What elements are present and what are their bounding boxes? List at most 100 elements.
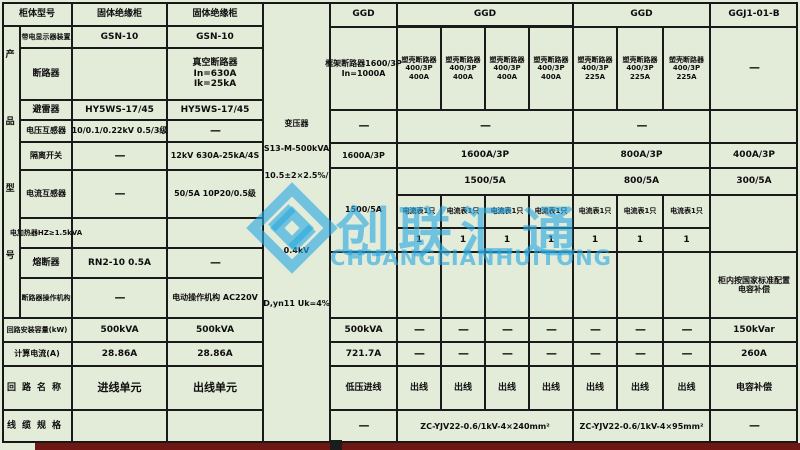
breaker-line: 框架断路器1600/3P <box>325 59 402 69</box>
cell-dash: — <box>485 318 529 342</box>
mccb-line: 400/3P <box>537 64 565 73</box>
mccb-line: 塑壳断路器 <box>622 56 658 65</box>
cell-live-display-out: GSN-10 <box>167 26 263 48</box>
cell-isolator-in: — <box>72 142 167 170</box>
mccb-line: 400A <box>540 72 562 81</box>
breaker-line: 真空断路器 <box>192 58 238 69</box>
cell-capacity-in: 500kVA <box>72 318 167 342</box>
cell-breaker-out: 真空断路器 In=630A Ik=25kA <box>167 48 263 100</box>
cell-circuit-name: 出线 <box>397 366 441 410</box>
cell-empty <box>441 252 485 318</box>
cell-mccb-400: 塑壳断路器 400/3P 400A <box>529 27 573 110</box>
cell-ggj-breaker: — <box>710 27 798 110</box>
cell-mccb-400: 塑壳断路器 400/3P 400A <box>485 27 529 110</box>
row-label: 柜体型号 <box>2 2 72 26</box>
cell-cable: — <box>330 410 397 443</box>
cell-ct-ratio: 300/5A <box>710 168 798 195</box>
cell-dash: — <box>397 318 441 342</box>
cell-empty <box>573 252 617 318</box>
cell-meter: 电流表1只 <box>485 195 529 228</box>
cell-ct-out: 50/5A 10P20/0.5级 <box>167 170 263 218</box>
cell-cable: ZC-YJV22-0.6/1kV-4×95mm² <box>573 410 710 443</box>
row-label: 线缆规格 <box>2 410 72 443</box>
cell-meter: 电流表1只 <box>529 195 573 228</box>
mccb-line: 400A <box>496 72 518 81</box>
cell-capacity: 150kVar <box>710 318 798 342</box>
mccb-line: 400/3P <box>672 64 701 73</box>
cell-pt-in: 10/0.1/0.22kV 0.5/3级 <box>72 120 167 142</box>
cell-dash: — <box>529 318 573 342</box>
cell-current: 260A <box>710 342 798 366</box>
cell-capacity: 500kVA <box>330 318 397 342</box>
cell-empty <box>663 252 710 318</box>
row-label: 计算电流(A) <box>2 342 72 366</box>
cell-count: 1 <box>617 228 663 252</box>
row-label: 回路名称 <box>2 366 72 410</box>
cell-circuit-name: 电容补偿 <box>710 366 798 410</box>
cell-meter: 电流表1只 <box>441 195 485 228</box>
cell-count: 1 <box>573 228 617 252</box>
cell-dash: — <box>330 110 397 143</box>
mccb-line: 400/3P <box>405 64 433 73</box>
cell-current: 721.7A <box>330 342 397 366</box>
cell-arrester-out: HY5WS-17/45 <box>167 100 263 120</box>
mccb-line: 塑壳断路器 <box>401 56 437 65</box>
mccb-line: 400/3P <box>581 64 609 73</box>
mccb-line: 400/3P <box>626 64 654 73</box>
cell-pt-out: — <box>167 120 263 142</box>
cell-dash: — <box>441 342 485 366</box>
cell-dash: — <box>617 318 663 342</box>
bottom-ink-mark <box>330 440 342 450</box>
row-label: 电加热器HZ≥1.5kVA <box>10 218 82 248</box>
cell-count: 1 <box>397 228 441 252</box>
cell-breaker-in <box>72 48 167 100</box>
header-ggd-400-group: GGD <box>397 2 573 27</box>
cell-mccb-225: 塑壳断路器 400/3P 225A <box>617 27 663 110</box>
row-label: 熔断器 <box>20 248 72 278</box>
cell-dash: — <box>529 342 573 366</box>
cell-meter: 电流表1只 <box>573 195 617 228</box>
transformer-lv: 0.4kV <box>283 246 310 255</box>
transformer-title: 变压器 <box>284 119 309 128</box>
cell-operator-in: — <box>72 278 167 318</box>
cell-switch-rating: 800A/3P <box>573 143 710 168</box>
cell-ct-ratio: 1500/5A <box>397 168 573 195</box>
cell-ct-ratio: 800/5A <box>573 168 710 195</box>
cell-operator-out: 电动操作机构 AC220V <box>167 278 263 318</box>
cell-cabinet-type-in: 固体绝缘柜 <box>72 2 167 26</box>
cell-cable-in <box>72 410 167 443</box>
cell-circuit-name: 出线 <box>441 366 485 410</box>
cell-empty <box>397 252 441 318</box>
cell-switch-rating: 1600A/3P <box>330 143 397 168</box>
cell-circuit-name-in: 进线单元 <box>72 366 167 410</box>
mccb-line: 塑壳断路器 <box>669 56 704 65</box>
transformer-model: S13-M-500kVA <box>263 144 330 153</box>
cell-dash: — <box>573 110 710 143</box>
mccb-line: 400A <box>452 72 474 81</box>
row-label: 电压互感器 <box>20 120 72 142</box>
cell-count: 1 <box>529 228 573 252</box>
row-label: 避雷器 <box>20 100 72 120</box>
breaker-line: In=1000A <box>341 68 386 78</box>
mccb-line: 400A <box>408 72 430 81</box>
header-ggd-incoming: GGD <box>330 2 397 27</box>
cell-dash: — <box>663 318 710 342</box>
cell-circuit-name: 出线 <box>663 366 710 410</box>
cell-empty <box>710 110 798 143</box>
cell-dash: — <box>617 342 663 366</box>
cell-heater-in <box>72 218 167 248</box>
cell-count: 1 <box>485 228 529 252</box>
mccb-line: 塑壳断路器 <box>577 56 613 65</box>
header-ggj1: GGJ1-01-B <box>710 2 798 27</box>
cell-mccb-400: 塑壳断路器 400/3P 400A <box>441 27 485 110</box>
cell-current-in: 28.86A <box>72 342 167 366</box>
cell-live-display-in: GSN-10 <box>72 26 167 48</box>
row-label: 带电显示器装置 <box>20 26 72 48</box>
cell-capacity-out: 500kVA <box>167 318 263 342</box>
cell-arrester-in: HY5WS-17/45 <box>72 100 167 120</box>
cell-empty <box>485 252 529 318</box>
row-label: 隔离开关 <box>20 142 72 170</box>
cell-cable-out <box>167 410 263 443</box>
cell-circuit-name: 出线 <box>573 366 617 410</box>
cell-circuit-name: 出线 <box>529 366 573 410</box>
